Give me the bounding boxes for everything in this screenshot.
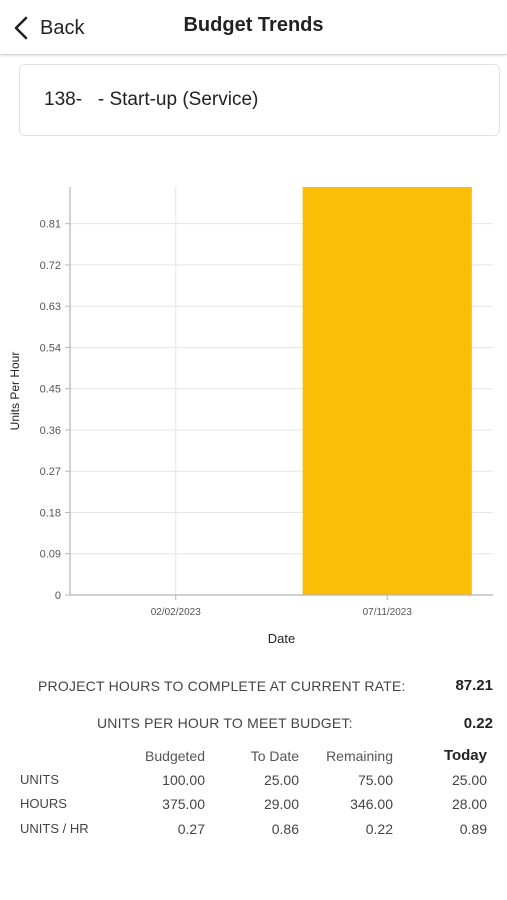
y-tick-label: 0.18 xyxy=(40,507,61,519)
y-axis-title: Units Per Hour xyxy=(8,352,22,431)
budget-trend-chart: 0 0.09 0.18 0.27 0.36 0.45 0.54 0.63 0.72 0.81 02/… xyxy=(8,187,493,646)
y-tick-label: 0.72 xyxy=(40,260,61,272)
cell-hours-budgeted: 375.00 xyxy=(162,796,205,812)
y-tick-label: 0.81 xyxy=(40,219,61,231)
cell-hours-remaining: 346.00 xyxy=(350,796,393,812)
row-label-units-per-hr: UNITS / HR xyxy=(20,821,89,836)
cell-units-budgeted: 100.00 xyxy=(162,772,205,788)
cell-uph-today: 0.89 xyxy=(459,821,487,837)
cell-hours-to-date: 29.00 xyxy=(263,796,299,812)
hours-to-complete-value: 87.21 xyxy=(455,677,493,694)
nav-bar: Back Budget Trends xyxy=(0,0,507,55)
units-per-hour-label: UNITS PER HOUR TO MEET BUDGET: xyxy=(97,715,353,731)
x-tick-label: 02/02/2023 xyxy=(151,607,201,618)
y-tick-label: 0.54 xyxy=(40,342,61,354)
hours-to-complete-label: PROJECT HOURS TO COMPLETE AT CURRENT RAT… xyxy=(38,678,406,694)
back-label: Back xyxy=(40,16,85,39)
header-remaining: Remaining xyxy=(326,748,393,764)
x-axis-title: Date xyxy=(268,631,295,646)
chevron-left-icon xyxy=(14,16,28,40)
y-tick-label: 0.45 xyxy=(40,384,61,396)
bar xyxy=(302,187,472,595)
header-today: Today xyxy=(443,747,487,764)
back-button[interactable]: Back xyxy=(14,13,84,43)
cell-uph-remaining: 0.22 xyxy=(365,821,393,837)
cell-units-to-date: 25.00 xyxy=(263,772,299,788)
row-label-hours: HOURS xyxy=(20,796,67,811)
task-card[interactable]: 138- - Start-up (Service) xyxy=(19,64,500,136)
page-title: Budget Trends xyxy=(183,14,324,36)
cell-hours-today: 28.00 xyxy=(451,796,487,812)
row-label-units: UNITS xyxy=(20,772,59,787)
header-budgeted: Budgeted xyxy=(145,748,205,764)
x-tick-label: 07/11/2023 xyxy=(363,607,413,618)
units-per-hour-value: 0.22 xyxy=(463,715,493,732)
cell-uph-budgeted: 0.27 xyxy=(177,821,205,837)
y-tick-label: 0.09 xyxy=(40,549,61,561)
y-tick-label: 0.63 xyxy=(40,301,61,313)
cell-units-today: 25.00 xyxy=(451,772,487,788)
y-tick-label: 0.36 xyxy=(40,425,61,437)
header-to-date: To Date xyxy=(250,748,299,764)
cell-units-remaining: 75.00 xyxy=(357,772,393,788)
y-tick-label: 0 xyxy=(55,590,61,602)
y-tick-label: 0.27 xyxy=(40,466,61,478)
task-label: 138- - Start-up (Service) xyxy=(44,89,259,110)
cell-uph-to-date: 0.86 xyxy=(271,821,299,837)
